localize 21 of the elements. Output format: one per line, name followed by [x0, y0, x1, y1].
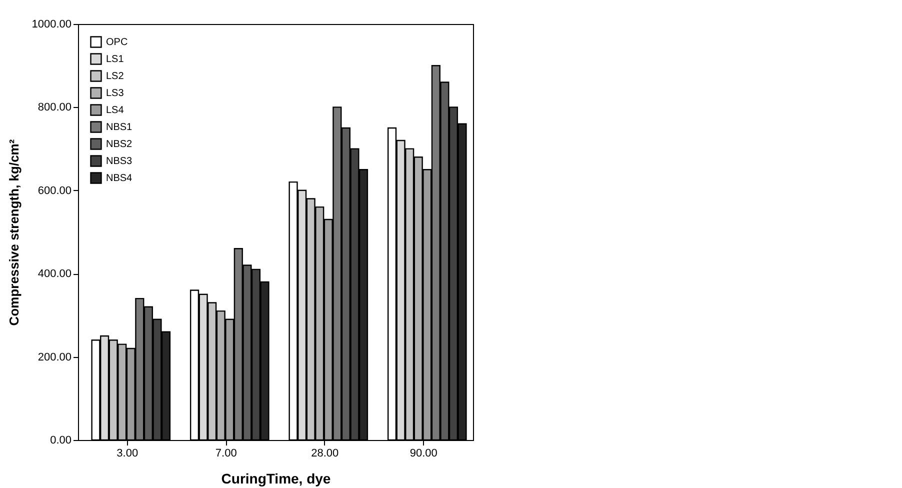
- legend-label: LS1: [106, 54, 124, 65]
- y-tick-label: 600.00: [38, 184, 72, 197]
- legend-label: NBS4: [106, 173, 133, 184]
- x-tick-label: 7.00: [215, 448, 237, 460]
- y-axis-title: Compressive strength, kg/cm²: [6, 138, 22, 326]
- x-tick-label: 28.00: [311, 448, 339, 460]
- legend-label: NBS1: [106, 122, 133, 133]
- y-tick-label: 200.00: [38, 351, 72, 364]
- legend-label: OPC: [106, 37, 128, 48]
- y-tick-label: 400.00: [38, 268, 72, 280]
- y-tick-label: 800.00: [38, 102, 72, 114]
- y-tick-label: 0.00: [50, 434, 72, 446]
- x-tick-label: 90.00: [410, 448, 438, 460]
- legend-label: NBS3: [106, 156, 133, 167]
- legend-label: NBS2: [106, 139, 133, 150]
- legend-label: LS2: [106, 71, 124, 82]
- x-tick-label: 3.00: [116, 448, 138, 460]
- y-tick-label: 1000.00: [32, 18, 72, 30]
- legend-label: LS3: [106, 88, 124, 99]
- legend-label: LS4: [106, 105, 124, 116]
- x-axis-title: CuringTime, dye: [221, 470, 331, 486]
